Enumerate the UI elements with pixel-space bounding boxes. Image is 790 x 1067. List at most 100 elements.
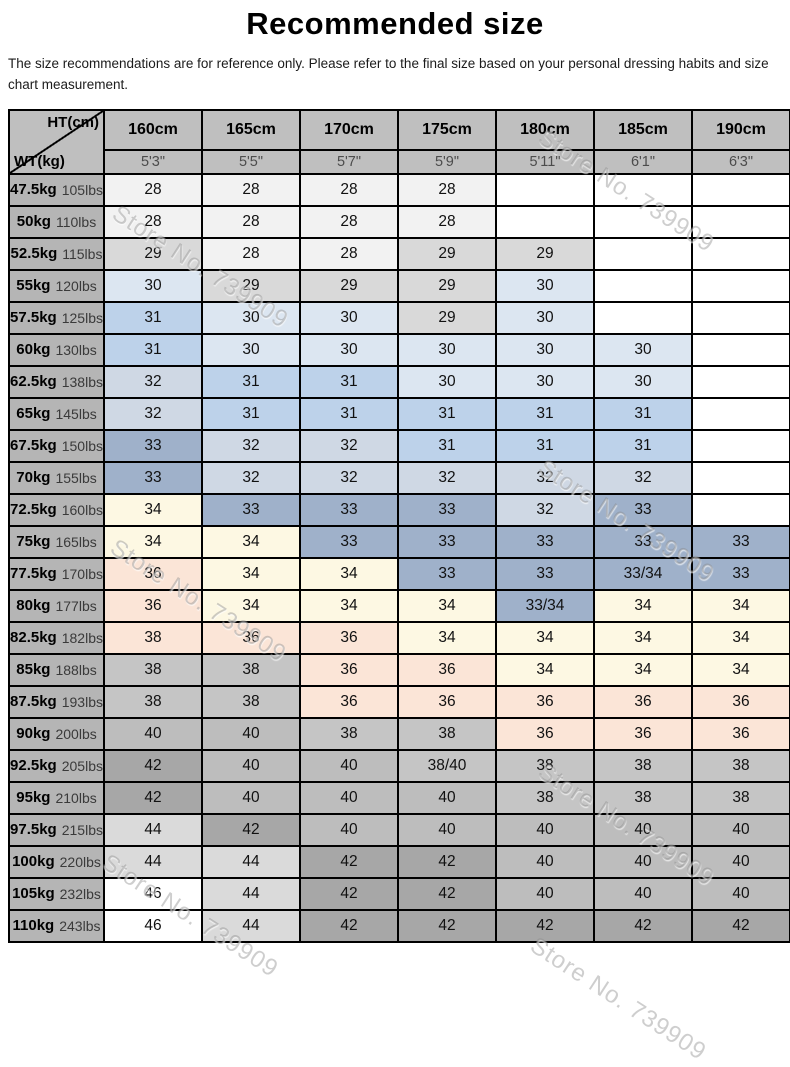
weight-row-57.5kg: 57.5kg 125lbs 31 30 30 29 30	[8, 300, 790, 335]
size-cell: 42	[103, 748, 203, 783]
size-cell: 31	[397, 428, 497, 463]
size-cell: 30	[593, 364, 693, 399]
disclaimer-text: The size recommendations are for referen…	[8, 56, 769, 92]
size-cell: 34	[691, 620, 790, 655]
size-cell: 36	[299, 652, 399, 687]
weight-kg-label: 50kg	[16, 213, 51, 231]
corner-header-cell: HT(cm) WT(kg)	[8, 108, 105, 175]
size-cell	[593, 236, 693, 271]
size-cell: 42	[397, 876, 497, 911]
size-cell: 33	[593, 492, 693, 527]
size-cell: 40	[201, 748, 301, 783]
size-cell	[691, 268, 790, 303]
weight-kg-label: 67.5kg	[10, 437, 57, 455]
size-cell: 30	[593, 332, 693, 367]
weight-row-label-52.5kg: 52.5kg 115lbs	[8, 236, 105, 271]
weight-row-label-65kg: 65kg 145lbs	[8, 396, 105, 431]
weight-lbs-label: 125lbs	[61, 309, 103, 326]
size-cell: 38	[103, 652, 203, 687]
height-feet-header-160cm: 5'3"	[103, 148, 203, 175]
size-cell: 34	[593, 652, 693, 687]
size-cell: 33/34	[495, 588, 595, 623]
size-cell: 33	[495, 556, 595, 591]
size-cell: 30	[201, 300, 301, 335]
size-cell: 36	[397, 684, 497, 719]
size-table-body: 47.5kg 105lbs 28 28 28 28 50kg 110lbs 28 28 28 28 52…	[8, 172, 790, 943]
size-cell: 28	[397, 204, 497, 239]
size-cell: 28	[201, 236, 301, 271]
size-cell: 34	[103, 524, 203, 559]
size-cell: 30	[201, 332, 301, 367]
size-cell: 33	[397, 556, 497, 591]
size-cell: 34	[201, 524, 301, 559]
size-cell: 28	[201, 172, 301, 207]
weight-lbs-label: 215lbs	[61, 821, 103, 838]
size-cell: 38	[691, 748, 790, 783]
weight-row-100kg: 100kg 220lbs 44 44 42 42 40 40 40	[8, 844, 790, 879]
size-cell: 28	[299, 204, 399, 239]
weight-row-70kg: 70kg 155lbs 33 32 32 32 32 32	[8, 460, 790, 495]
weight-kg-label: 55kg	[16, 277, 51, 295]
size-cell: 40	[299, 780, 399, 815]
size-cell: 36	[495, 684, 595, 719]
weight-lbs-label: 170lbs	[61, 565, 103, 582]
size-cell: 42	[495, 908, 595, 943]
weight-kg-label: 105kg	[12, 885, 55, 903]
size-cell: 38	[103, 684, 203, 719]
height-feet-header-180cm: 5'11"	[495, 148, 595, 175]
size-cell	[495, 172, 595, 207]
size-cell: 36	[495, 716, 595, 751]
weight-row-87.5kg: 87.5kg 193lbs 38 38 36 36 36 36 36	[8, 684, 790, 719]
size-cell: 33	[103, 428, 203, 463]
size-cell: 40	[103, 716, 203, 751]
size-cell: 29	[495, 236, 595, 271]
size-cell: 40	[397, 780, 497, 815]
size-cell: 44	[103, 844, 203, 879]
size-cell: 40	[593, 812, 693, 847]
size-cell	[495, 204, 595, 239]
weight-row-55kg: 55kg 120lbs 30 29 29 29 30	[8, 268, 790, 303]
page-title: Recommended size	[246, 6, 544, 41]
height-header-165cm: 165cm	[201, 108, 301, 151]
size-cell: 34	[397, 620, 497, 655]
size-cell: 40	[691, 844, 790, 879]
size-cell: 40	[495, 876, 595, 911]
height-header-170cm: 170cm	[299, 108, 399, 151]
corner-wt-label: WT(kg)	[14, 152, 65, 170]
size-cell: 40	[691, 812, 790, 847]
size-cell: 30	[495, 300, 595, 335]
weight-row-80kg: 80kg 177lbs 36 34 34 34 33/34 34 34	[8, 588, 790, 623]
size-cell: 29	[397, 268, 497, 303]
size-cell	[691, 364, 790, 399]
weight-row-72.5kg: 72.5kg 160lbs 34 33 33 33 32 33	[8, 492, 790, 527]
weight-row-77.5kg: 77.5kg 170lbs 36 34 34 33 33 33/34 33	[8, 556, 790, 591]
weight-row-90kg: 90kg 200lbs 40 40 38 38 36 36 36	[8, 716, 790, 751]
size-cell: 31	[397, 396, 497, 431]
weight-kg-label: 75kg	[16, 533, 51, 551]
size-cell: 28	[201, 204, 301, 239]
size-cell: 40	[593, 876, 693, 911]
size-cell: 42	[299, 844, 399, 879]
size-cell: 38	[397, 716, 497, 751]
weight-lbs-label: 160lbs	[61, 501, 103, 518]
height-feet-header-185cm: 6'1"	[593, 148, 693, 175]
size-cell: 44	[201, 908, 301, 943]
weight-lbs-label: 200lbs	[55, 725, 97, 742]
height-header-185cm: 185cm	[593, 108, 693, 151]
size-cell: 38	[201, 684, 301, 719]
size-cell: 42	[299, 908, 399, 943]
size-cell: 31	[201, 396, 301, 431]
size-cell: 30	[299, 300, 399, 335]
height-ft-header-row: 5'3" 5'5" 5'7" 5'9" 5'11" 6'1" 6'3"	[9, 148, 790, 175]
size-cell	[691, 396, 790, 431]
size-cell: 33	[691, 524, 790, 559]
size-cell: 38	[691, 780, 790, 815]
weight-row-label-92.5kg: 92.5kg 205lbs	[8, 748, 105, 783]
weight-row-label-50kg: 50kg 110lbs	[8, 204, 105, 239]
size-cell: 33	[201, 492, 301, 527]
size-cell: 40	[495, 844, 595, 879]
weight-lbs-label: 243lbs	[59, 917, 101, 934]
weight-row-label-75kg: 75kg 165lbs	[8, 524, 105, 559]
size-cell	[691, 460, 790, 495]
weight-row-label-90kg: 90kg 200lbs	[8, 716, 105, 751]
